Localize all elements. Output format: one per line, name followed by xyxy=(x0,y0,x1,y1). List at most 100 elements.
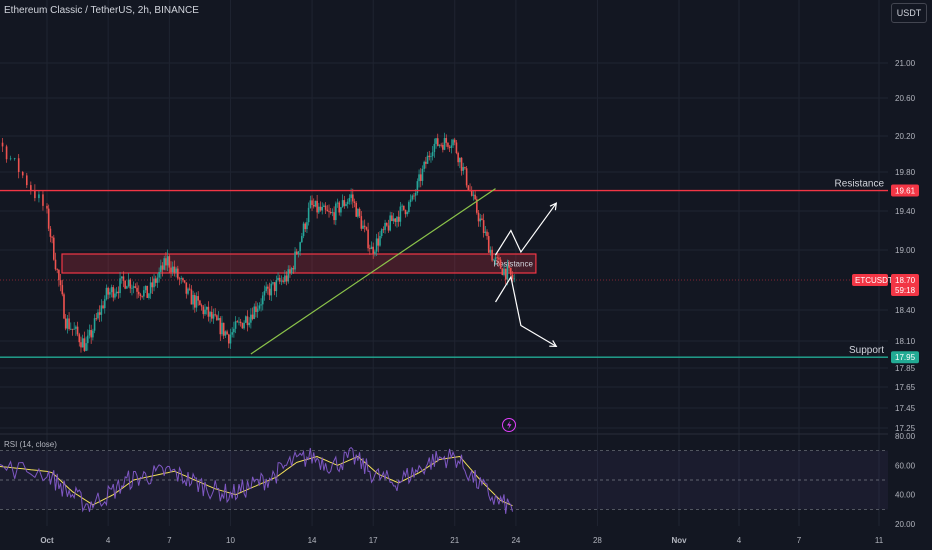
candle xyxy=(42,190,44,211)
candle xyxy=(435,137,437,149)
candle xyxy=(309,195,312,209)
time-tick-label: Oct xyxy=(40,536,54,545)
candle xyxy=(493,258,495,261)
candle xyxy=(90,324,92,344)
candle xyxy=(122,271,125,288)
candle xyxy=(345,202,347,207)
candle xyxy=(318,202,320,215)
candle xyxy=(452,138,454,149)
time-tick-label: 21 xyxy=(450,536,459,545)
candle xyxy=(272,281,274,286)
candle xyxy=(86,329,89,351)
candle xyxy=(404,209,407,218)
candle xyxy=(450,139,453,154)
symbol-title[interactable]: Ethereum Classic / TetherUS, 2h, BINANCE xyxy=(4,5,199,16)
candle xyxy=(146,285,149,299)
candle xyxy=(340,206,342,217)
candle xyxy=(316,194,318,219)
candle xyxy=(464,166,466,170)
candle xyxy=(413,192,415,200)
price-tick-label: 17.25 xyxy=(895,424,916,433)
candle xyxy=(92,328,94,341)
candle xyxy=(346,198,349,209)
candle xyxy=(408,200,410,214)
candle xyxy=(192,290,194,310)
candle xyxy=(180,275,183,284)
bar-countdown: 59:18 xyxy=(895,286,916,295)
time-tick-label: 4 xyxy=(737,536,742,545)
candle xyxy=(171,261,174,276)
candle xyxy=(190,285,193,305)
candle xyxy=(306,218,308,234)
candle xyxy=(71,328,74,336)
current-price-value: 18.70 xyxy=(895,276,916,285)
candle xyxy=(100,299,103,322)
candle xyxy=(289,265,291,278)
symbol-tag xyxy=(852,274,888,286)
candle xyxy=(131,284,133,296)
candle xyxy=(124,279,126,290)
candle xyxy=(38,190,40,203)
candle xyxy=(401,203,403,212)
candle xyxy=(506,259,509,286)
rsi-tick-label: 80.00 xyxy=(895,432,916,441)
price-axis[interactable]: 21.00 20.60 20.20 19.80 19.40 19.00 18.40 18.10… xyxy=(895,59,916,433)
candle xyxy=(268,282,271,301)
candle xyxy=(363,219,366,233)
candle xyxy=(357,208,359,219)
price-tick-label: 19.00 xyxy=(895,246,916,255)
candle xyxy=(66,314,69,334)
candle xyxy=(107,286,109,300)
ascending-trendline[interactable] xyxy=(250,188,496,355)
candle xyxy=(250,308,252,329)
candle xyxy=(277,272,279,282)
candle xyxy=(93,314,96,334)
candle xyxy=(51,236,53,244)
candle xyxy=(153,273,155,292)
candle xyxy=(251,307,254,321)
candle xyxy=(54,252,57,271)
candle xyxy=(476,196,478,215)
candle xyxy=(263,285,266,301)
candle xyxy=(46,203,48,214)
candle xyxy=(338,200,341,216)
candle xyxy=(219,316,222,342)
candle xyxy=(353,198,356,208)
rsi-axis[interactable]: 80.00 60.00 40.00 20.00 xyxy=(895,432,916,529)
currency-selector[interactable]: USDT xyxy=(891,3,927,23)
candle xyxy=(474,190,476,201)
candle xyxy=(98,305,101,323)
candle xyxy=(243,320,245,330)
candle xyxy=(312,198,315,209)
candle xyxy=(290,266,293,275)
candle xyxy=(63,292,65,320)
candle xyxy=(394,218,397,227)
candle xyxy=(448,145,451,152)
candle xyxy=(335,201,337,226)
time-axis[interactable]: Oct 4 7 10 14 17 21 24 28 Nov 4 7 11 xyxy=(40,536,883,545)
candle xyxy=(224,330,227,338)
candle xyxy=(97,309,99,320)
chart-grid xyxy=(0,0,888,526)
candle xyxy=(389,211,391,232)
candle xyxy=(238,317,240,326)
candle xyxy=(323,203,325,208)
candle xyxy=(333,206,335,225)
candle xyxy=(409,194,412,207)
candle xyxy=(406,210,408,217)
time-tick-label: 17 xyxy=(369,536,378,545)
candle xyxy=(231,327,233,338)
candle xyxy=(156,273,159,288)
candle xyxy=(205,306,208,315)
candle xyxy=(165,252,167,271)
candle xyxy=(377,232,380,253)
candle xyxy=(136,282,138,299)
support-price-tag xyxy=(891,351,919,364)
lightning-icon[interactable] xyxy=(502,418,516,432)
candle xyxy=(88,324,91,339)
candle xyxy=(137,285,140,298)
resistance-zone xyxy=(61,253,537,274)
candle xyxy=(385,222,388,227)
candle xyxy=(185,282,188,299)
